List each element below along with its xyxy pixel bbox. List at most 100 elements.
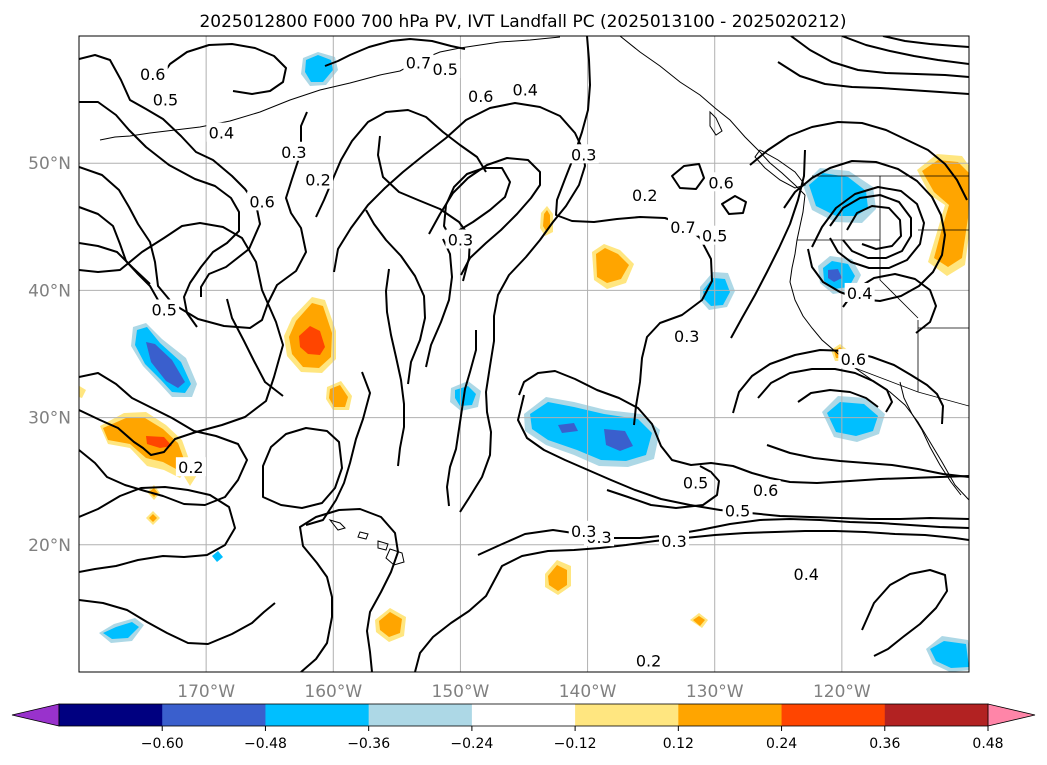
contour-label: 0.3 xyxy=(661,532,686,551)
contour-label-background xyxy=(568,520,599,540)
pv-contour-line xyxy=(79,599,276,645)
colorbar-tick-label: 0.24 xyxy=(766,736,797,752)
pv-contour-line xyxy=(811,186,925,269)
pv-contour-line xyxy=(721,195,747,215)
longitude-tick-label: 160°W xyxy=(304,682,362,702)
pv-contour-line xyxy=(730,149,806,339)
contour-label-background xyxy=(568,144,599,164)
contour-label-background xyxy=(791,564,822,584)
contour-label: 0.5 xyxy=(153,91,178,110)
contour-label: 0.7 xyxy=(670,218,695,237)
longitude-tick-label: 130°W xyxy=(686,682,744,702)
map-frame xyxy=(78,35,970,673)
contour-label: 0.4 xyxy=(847,284,872,303)
contour-label: 0.2 xyxy=(632,186,657,205)
pv-contour-line xyxy=(159,43,287,95)
pv-contour-line xyxy=(606,465,720,509)
contour-label: 0.2 xyxy=(178,458,203,477)
latitude-tick-label: 30°N xyxy=(28,409,71,429)
colorbar-frame xyxy=(58,703,989,727)
positive-anomaly-blob xyxy=(545,560,571,595)
contour-label-background xyxy=(137,64,168,84)
pv-contour-line xyxy=(226,298,284,397)
map-title: 2025012800 F000 700 hPa PV, IVT Landfall… xyxy=(199,12,846,32)
contour-label-background xyxy=(706,172,737,192)
negative-anomaly-blob xyxy=(301,52,338,86)
contour-label: 0.3 xyxy=(571,522,596,541)
pv-contour-line xyxy=(79,101,240,328)
contour-label: 0.2 xyxy=(305,171,330,190)
latitude-tick-label: 50°N xyxy=(28,154,71,174)
contour-label: 0.5 xyxy=(702,227,727,246)
pv-contour-line xyxy=(749,121,968,201)
contour-label-background xyxy=(247,191,278,211)
pv-contour-line xyxy=(477,518,969,556)
positive-anomaly-blob xyxy=(79,385,86,398)
contour-label: 0.5 xyxy=(725,501,750,520)
negative-anomaly-blob xyxy=(822,396,885,442)
contour-label-background xyxy=(699,225,730,245)
positive-anomaly-blob xyxy=(690,613,708,628)
positive-anomaly-blob xyxy=(375,608,406,642)
pv-contour-line xyxy=(262,427,343,509)
contour-label: 0.6 xyxy=(753,481,778,500)
pv-contour-line xyxy=(299,508,399,672)
contour-label-background xyxy=(149,299,180,319)
map-panel: 0.60.50.40.30.20.30.7 0.50.6 0.40.30.20.30… xyxy=(78,35,970,673)
pv-contour-line xyxy=(829,194,912,259)
contour-label: 0.6 xyxy=(140,65,165,84)
contour-label-background xyxy=(150,89,181,109)
contour-label: 0.6 xyxy=(468,87,493,106)
gridlines xyxy=(79,36,969,672)
contour-label: 0.3 xyxy=(448,231,473,250)
contour-label: 0.6 xyxy=(249,192,274,211)
pv-contour-line xyxy=(79,222,284,456)
contour-label: 0.3 xyxy=(674,327,699,346)
pv-contour-line xyxy=(414,530,969,672)
nevada-border xyxy=(879,240,919,319)
colorbar-under-triangle xyxy=(11,703,60,727)
colorbar-bin xyxy=(884,704,989,726)
longitude-tick-label: 140°W xyxy=(559,682,617,702)
negative-anomaly-blob xyxy=(524,397,660,467)
pv-contour-line xyxy=(846,205,902,250)
contour-label: 0.4 xyxy=(794,565,819,584)
alaska-aleutian-coast xyxy=(99,36,561,141)
contour-label-background xyxy=(722,500,753,520)
contour-label-background xyxy=(838,349,869,369)
negative-anomaly-blob xyxy=(926,636,969,672)
colorbar-tick-label: −0.36 xyxy=(347,736,390,752)
contour-label-background xyxy=(445,229,476,249)
pv-contour-line xyxy=(79,54,261,297)
contour-label: 0.6 xyxy=(708,173,733,192)
colorbar-tick-label: 0.36 xyxy=(869,736,900,752)
colorbar-tick-label: −0.60 xyxy=(141,736,184,752)
pv-contour-line xyxy=(79,111,308,329)
hawaii-islands xyxy=(328,519,405,566)
colorbar-over-triangle xyxy=(987,703,1036,727)
pv-contour-line xyxy=(861,569,948,657)
contour-label: 0.7 xyxy=(406,54,431,73)
haida-gwaii xyxy=(709,110,723,136)
positive-anomaly-blob xyxy=(592,244,634,289)
latitude-tick-label: 20°N xyxy=(28,536,71,556)
contour-label-background xyxy=(680,472,711,492)
contour-label: 0.3 xyxy=(571,145,596,164)
negative-anomaly-blob xyxy=(131,323,197,397)
contour-label: 0.3 xyxy=(281,143,306,162)
latitude-tick-label: 40°N xyxy=(28,281,71,301)
longitude-tick-label: 150°W xyxy=(432,682,490,702)
contour-label-background xyxy=(403,52,434,72)
pv-contour-line xyxy=(79,486,236,573)
colorbar-bin xyxy=(59,704,163,726)
contour-label-background xyxy=(430,59,461,79)
pv-contour-line xyxy=(671,163,705,190)
pv-contour-line xyxy=(333,102,586,513)
contour-label: 0.2 xyxy=(636,652,661,671)
contour-label: 0.4 xyxy=(513,80,538,99)
negative-anomaly-blob xyxy=(99,551,223,643)
contour-label-background xyxy=(671,326,702,346)
pv-contour-line xyxy=(446,330,477,507)
contour-label-background xyxy=(206,122,237,142)
